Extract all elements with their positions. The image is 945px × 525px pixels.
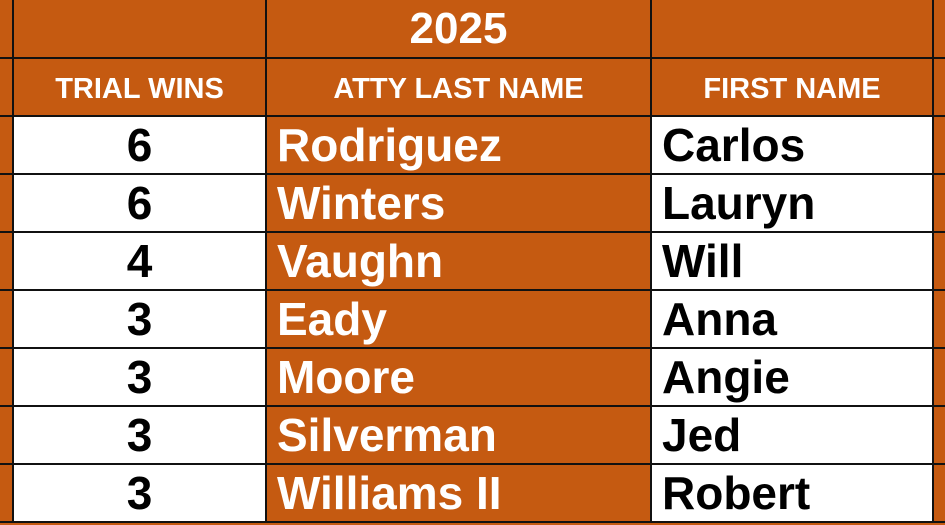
right-margin-cell[interactable] — [934, 465, 945, 523]
right-margin-cell[interactable] — [934, 233, 945, 291]
left-margin-cell[interactable] — [0, 59, 14, 117]
atty-last-name-cell[interactable]: Williams II — [267, 465, 652, 523]
year-title[interactable]: 2025 — [267, 0, 652, 59]
atty-last-name-cell[interactable]: Moore — [267, 349, 652, 407]
left-margin-cell[interactable] — [0, 349, 14, 407]
right-margin-cell[interactable] — [934, 291, 945, 349]
right-margin-cell[interactable] — [934, 175, 945, 233]
header-trial-wins[interactable]: TRIAL WINS — [14, 59, 267, 117]
header-atty-last-name[interactable]: ATTY LAST NAME — [267, 59, 652, 117]
left-margin-cell[interactable] — [0, 291, 14, 349]
first-name-cell[interactable]: Robert — [652, 465, 934, 523]
atty-last-name-cell[interactable]: Rodriguez — [267, 117, 652, 175]
header-first-name[interactable]: FIRST NAME — [652, 59, 934, 117]
left-margin-cell[interactable] — [0, 407, 14, 465]
first-name-cell[interactable]: Lauryn — [652, 175, 934, 233]
trial-wins-cell[interactable]: 3 — [14, 407, 267, 465]
left-margin-cell[interactable] — [0, 0, 14, 59]
trial-wins-cell[interactable]: 6 — [14, 117, 267, 175]
atty-last-name-cell[interactable]: Vaughn — [267, 233, 652, 291]
trial-wins-cell[interactable]: 3 — [14, 291, 267, 349]
left-margin-cell[interactable] — [0, 117, 14, 175]
trial-wins-cell[interactable]: 3 — [14, 349, 267, 407]
right-margin-cell[interactable] — [934, 59, 945, 117]
first-name-cell[interactable]: Angie — [652, 349, 934, 407]
first-name-cell[interactable]: Carlos — [652, 117, 934, 175]
atty-last-name-cell[interactable]: Winters — [267, 175, 652, 233]
left-margin-cell[interactable] — [0, 465, 14, 523]
first-name-cell[interactable]: Jed — [652, 407, 934, 465]
right-margin-cell[interactable] — [934, 349, 945, 407]
right-margin-cell[interactable] — [934, 407, 945, 465]
atty-last-name-cell[interactable]: Silverman — [267, 407, 652, 465]
first-name-cell[interactable]: Anna — [652, 291, 934, 349]
left-margin-cell[interactable] — [0, 233, 14, 291]
left-margin-cell[interactable] — [0, 175, 14, 233]
right-margin-cell[interactable] — [934, 0, 945, 59]
first-name-cell[interactable]: Will — [652, 233, 934, 291]
trial-wins-cell[interactable]: 4 — [14, 233, 267, 291]
right-margin-cell[interactable] — [934, 117, 945, 175]
title-blank-cell-right[interactable] — [652, 0, 934, 59]
trial-wins-cell[interactable]: 3 — [14, 465, 267, 523]
title-blank-cell[interactable] — [14, 0, 267, 59]
trial-wins-cell[interactable]: 6 — [14, 175, 267, 233]
atty-last-name-cell[interactable]: Eady — [267, 291, 652, 349]
